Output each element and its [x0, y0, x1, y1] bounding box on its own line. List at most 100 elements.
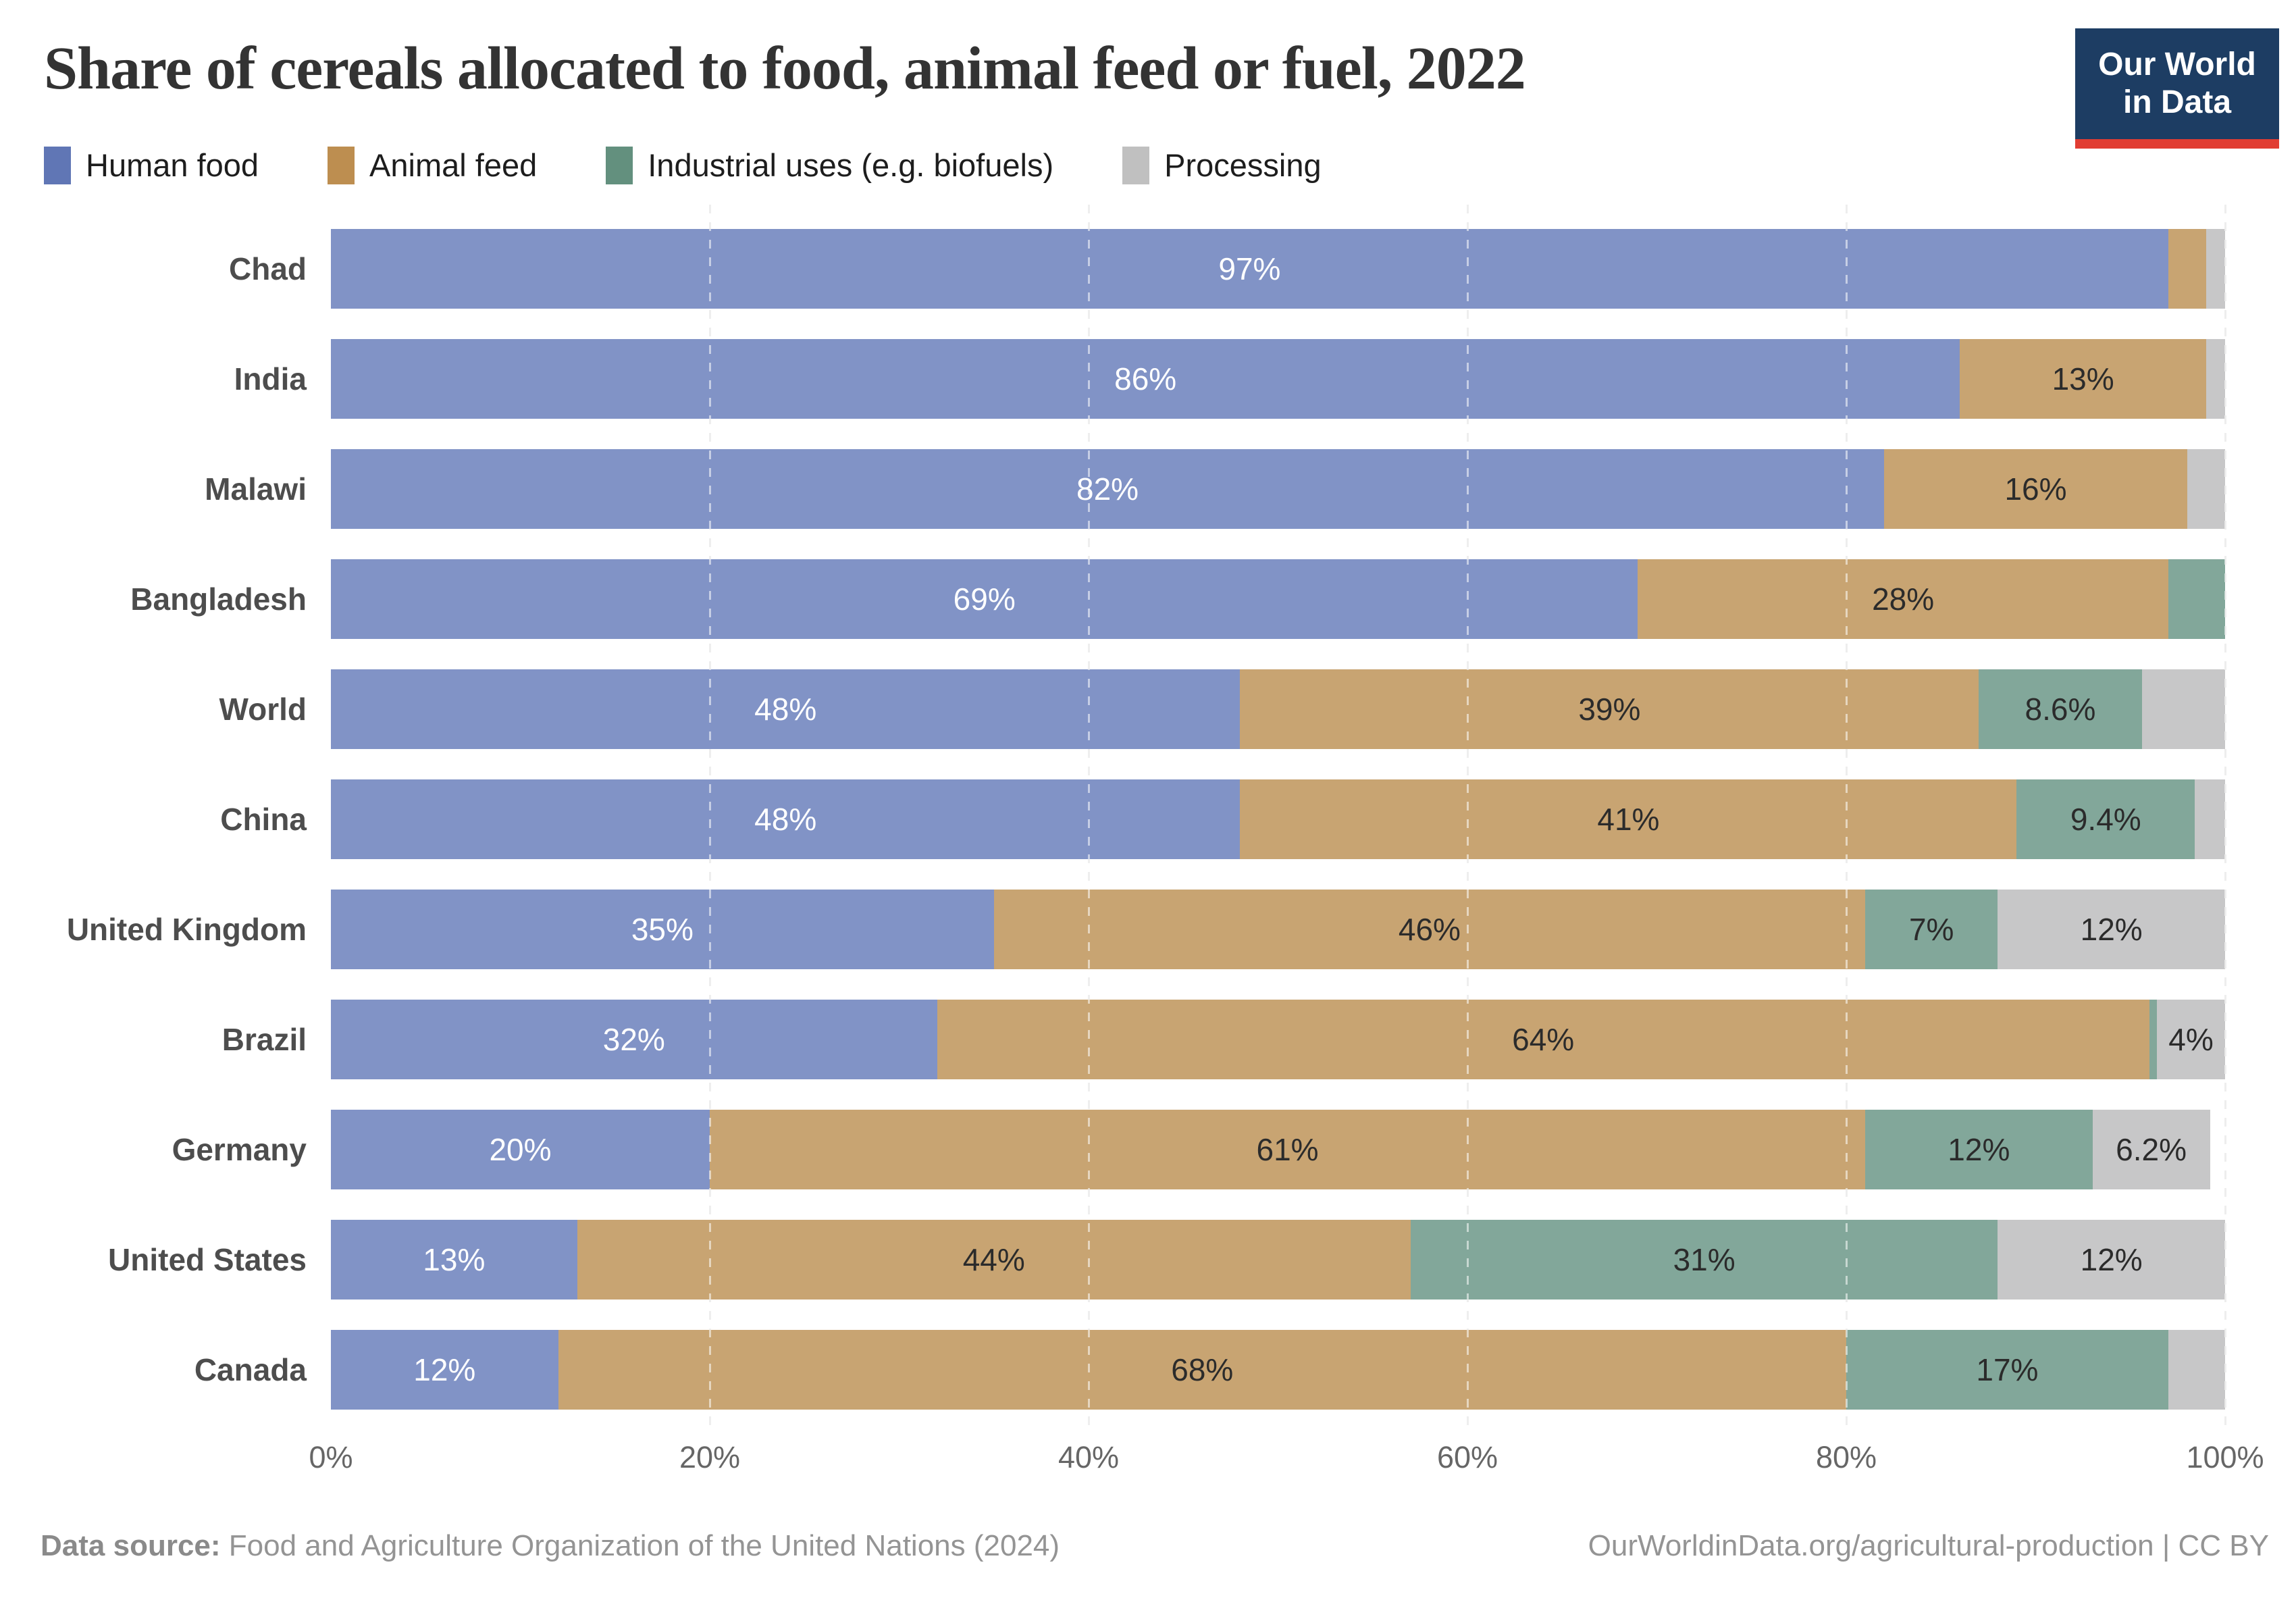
chart-title: Share of cereals allocated to food, anim…	[44, 35, 1526, 102]
bar-segment-human-food[interactable]: 86%	[331, 339, 1960, 419]
country-label: Canada	[194, 1352, 307, 1388]
x-tick-label: 0%	[309, 1439, 353, 1474]
legend-swatch-human-food	[44, 146, 71, 184]
bar-segment-industrial-uses[interactable]: 31%	[1410, 1220, 1998, 1300]
bar-track: 20% 61% 12% 6.2%	[331, 1110, 2225, 1190]
legend-swatch-industrial-uses	[606, 146, 633, 184]
bar-row: United Kingdom 35% 46% 7% 12%	[41, 875, 2269, 985]
bar-segment-animal-feed[interactable]	[2168, 229, 2206, 309]
bar-segment-processing[interactable]	[2195, 779, 2225, 860]
bar-segment-human-food[interactable]: 32%	[331, 1000, 937, 1080]
bar-value-label: 48%	[754, 692, 817, 727]
owid-logo[interactable]: Our World in Data	[2075, 28, 2279, 149]
bar-segment-human-food[interactable]: 82%	[331, 449, 1885, 530]
bar-segment-industrial-uses[interactable]	[2168, 559, 2225, 640]
data-source-label: Data source:	[41, 1528, 221, 1562]
bar-segment-animal-feed[interactable]: 13%	[1960, 339, 2206, 419]
bar-value-label: 35%	[631, 912, 694, 948]
bar-value-label: 12%	[2080, 912, 2143, 948]
legend-item-animal-feed[interactable]: Animal feed	[328, 146, 537, 184]
bar-segment-human-food[interactable]: 48%	[331, 779, 1241, 860]
bar-segment-processing[interactable]: 6.2%	[2092, 1110, 2210, 1190]
bar-value-label: 28%	[1872, 582, 1935, 617]
bar-value-label: 82%	[1076, 471, 1139, 507]
bar-value-label: 17%	[1976, 1352, 2039, 1388]
bar-segment-processing[interactable]: 12%	[1998, 1220, 2225, 1300]
bar-row: China 48% 41% 9.4%	[41, 765, 2269, 875]
legend-item-processing[interactable]: Processing	[1122, 146, 1322, 184]
country-label: Chad	[229, 251, 307, 287]
x-tick-label: 80%	[1815, 1439, 1877, 1474]
bar-segment-industrial-uses[interactable]: 17%	[1846, 1330, 2168, 1410]
bar-segment-human-food[interactable]: 20%	[331, 1110, 710, 1190]
bar-segment-animal-feed[interactable]: 44%	[577, 1220, 1411, 1300]
bar-value-label: 97%	[1218, 251, 1281, 287]
chart-area: Chad 97% India 86% 13% Malawi 82% 16% Bangladesh…	[41, 204, 2269, 1487]
legend-label: Processing	[1164, 147, 1322, 184]
x-tick-label: 60%	[1436, 1439, 1498, 1474]
bar-segment-processing[interactable]: 12%	[1998, 890, 2225, 970]
bar-value-label: 64%	[1512, 1022, 1575, 1058]
bar-segment-processing[interactable]	[2187, 449, 2225, 530]
bar-segment-animal-feed[interactable]: 68%	[558, 1330, 1846, 1410]
bar-row: Bangladesh 69% 28%	[41, 544, 2269, 654]
bar-segment-processing[interactable]	[2141, 669, 2225, 750]
bar-segment-animal-feed[interactable]: 41%	[1240, 779, 2017, 860]
legend: Human food Animal feed Industrial uses (e.…	[44, 146, 2269, 184]
x-axis: 0% 20% 40% 60% 80% 100%	[309, 1425, 2264, 1487]
bar-segment-animal-feed[interactable]: 61%	[710, 1110, 1866, 1190]
bar-track: 32% 64% 4%	[331, 1000, 2225, 1080]
legend-item-industrial-uses[interactable]: Industrial uses (e.g. biofuels)	[606, 146, 1053, 184]
bar-segment-processing[interactable]: 4%	[2157, 1000, 2225, 1080]
country-label: China	[220, 802, 307, 838]
bar-value-label: 13%	[423, 1242, 486, 1278]
legend-swatch-animal-feed	[328, 146, 355, 184]
x-tick-label: 100%	[2186, 1439, 2264, 1474]
bar-segment-industrial-uses[interactable]: 7%	[1865, 890, 1998, 970]
bar-track: 13% 44% 31% 12%	[331, 1220, 2225, 1300]
bar-segment-industrial-uses[interactable]: 9.4%	[2016, 779, 2195, 860]
bar-segment-processing[interactable]	[2206, 229, 2225, 309]
bar-value-label: 20%	[489, 1132, 552, 1168]
bar-segment-human-food[interactable]: 97%	[331, 229, 2168, 309]
bar-segment-animal-feed[interactable]: 39%	[1240, 669, 1979, 750]
bar-segment-animal-feed[interactable]: 46%	[993, 890, 1866, 970]
bar-row: Brazil 32% 64% 4%	[41, 985, 2269, 1095]
legend-item-human-food[interactable]: Human food	[44, 146, 259, 184]
bar-segment-human-food[interactable]: 13%	[331, 1220, 577, 1300]
bar-value-label: 9.4%	[2070, 802, 2141, 838]
logo-line1: Our World	[2098, 47, 2256, 83]
bar-row: United States 13% 44% 31% 12%	[41, 1205, 2269, 1315]
bar-segment-human-food[interactable]: 35%	[331, 890, 994, 970]
bar-segment-human-food[interactable]: 48%	[331, 669, 1241, 750]
bar-segment-industrial-uses[interactable]	[2149, 1000, 2157, 1080]
bar-segment-human-food[interactable]: 12%	[331, 1330, 558, 1410]
bar-segment-animal-feed[interactable]: 28%	[1638, 559, 2168, 640]
bar-value-label: 61%	[1256, 1132, 1319, 1168]
footer-link[interactable]: OurWorldinData.org/agricultural-producti…	[1588, 1529, 2269, 1563]
country-label: India	[234, 361, 307, 397]
bar-segment-industrial-uses[interactable]: 8.6%	[1979, 669, 2142, 750]
bar-row: Malawi 82% 16%	[41, 434, 2269, 544]
bar-segment-processing[interactable]	[2206, 339, 2225, 419]
bar-track: 48% 41% 9.4%	[331, 779, 2225, 860]
bar-segment-animal-feed[interactable]: 16%	[1884, 449, 2187, 530]
bar-segment-human-food[interactable]: 69%	[331, 559, 1638, 640]
footer-link-text: OurWorldinData.org/agricultural-producti…	[1588, 1528, 2269, 1562]
bar-value-label: 31%	[1673, 1242, 1736, 1278]
bar-row: Chad 97%	[41, 214, 2269, 324]
bar-row: India 86% 13%	[41, 324, 2269, 434]
bar-rows: Chad 97% India 86% 13% Malawi 82% 16% Bangladesh…	[41, 214, 2269, 1425]
bar-segment-industrial-uses[interactable]: 12%	[1865, 1110, 2093, 1190]
bar-segment-processing[interactable]	[2168, 1330, 2225, 1410]
bar-track: 69% 28%	[331, 559, 2225, 640]
bar-track: 97%	[331, 229, 2225, 309]
chart-footer: Data source: Food and Agriculture Organi…	[41, 1529, 2269, 1563]
bar-segment-animal-feed[interactable]: 64%	[937, 1000, 2149, 1080]
bar-value-label: 69%	[953, 582, 1016, 617]
x-tick-label: 40%	[1058, 1439, 1120, 1474]
bar-value-label: 32%	[602, 1022, 665, 1058]
bar-value-label: 16%	[2004, 471, 2067, 507]
bar-row: Canada 12% 68% 17%	[41, 1315, 2269, 1425]
bar-value-label: 46%	[1398, 912, 1461, 948]
